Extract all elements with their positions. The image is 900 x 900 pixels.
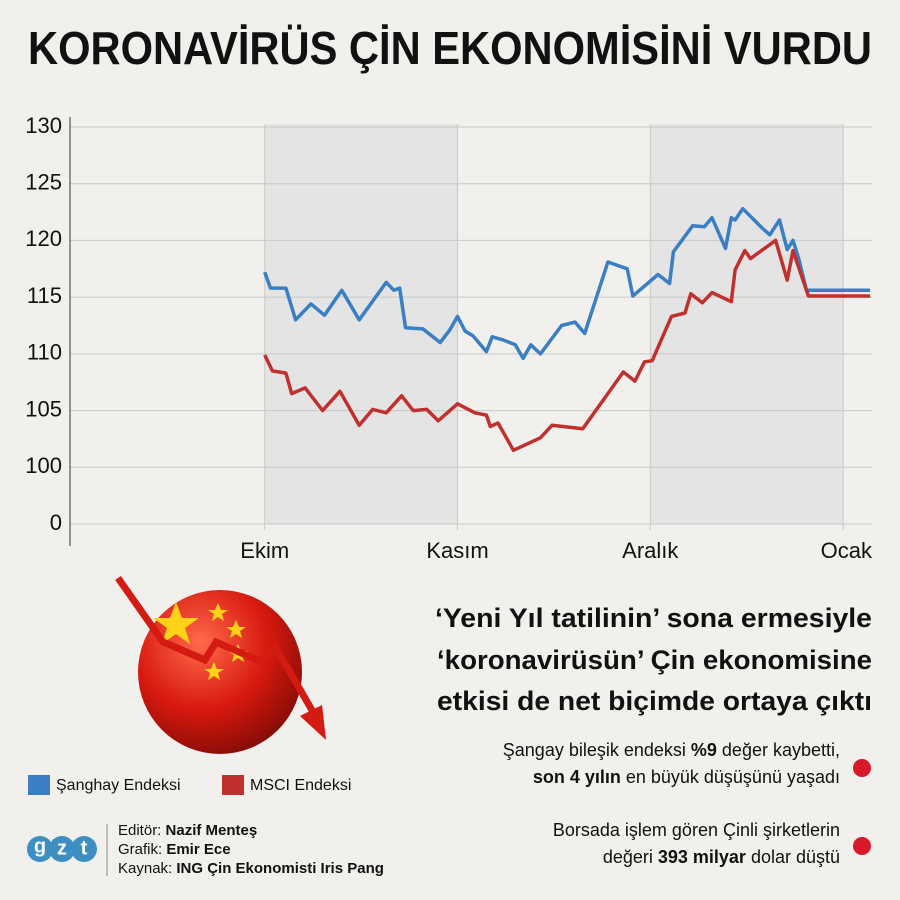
text: 393 milyar (658, 847, 746, 867)
logo-letter: t (81, 837, 88, 859)
text: son 4 yılın (533, 767, 621, 787)
logo-letter: g (34, 835, 46, 857)
text: Şangay bileşik endeksi (503, 740, 691, 760)
text: Nazif Menteş (166, 822, 258, 839)
headline-line: etkisi de net biçimde ortaya çıktı (437, 686, 872, 716)
credit: Kaynak: ING Çin Ekonomisti Iris Pang (118, 860, 384, 877)
text: ING Çin Ekonomisti Iris Pang (176, 860, 384, 877)
bullet-dot (853, 837, 871, 855)
text: en büyük düşüşünü yaşadı (621, 767, 840, 787)
text: Borsada işlem gören Çinli şirketlerin (553, 820, 840, 840)
legend-label: Şanghay Endeksi (56, 777, 181, 794)
bullet-line: son 4 yılın en büyük düşüşünü yaşadı (533, 767, 840, 787)
logo-letter: z (57, 837, 67, 859)
text: Kaynak: (118, 860, 176, 877)
y-tick-label: 125 (25, 170, 62, 195)
text: dolar düştü (746, 847, 840, 867)
bullet-line: Borsada işlem gören Çinli şirketlerin (553, 820, 840, 840)
series-line (263, 206, 871, 361)
globe-illustration (115, 575, 326, 754)
x-tick-label: Kasım (426, 538, 488, 563)
bullets: Şangay bileşik endeksi %9 değer kaybetti… (503, 740, 871, 867)
legend-label: MSCI Endeksi (250, 777, 351, 794)
bullet-line: Şangay bileşik endeksi %9 değer kaybetti… (503, 740, 840, 760)
credits: Editör: Nazif Menteş Grafik: Emir Ece Ka… (118, 822, 384, 877)
bullet-dot (853, 759, 871, 777)
x-tick-label: Aralık (622, 538, 679, 563)
legend-swatch (28, 775, 50, 795)
title: KORONAVİRÜS ÇİN EKONOMİSİNİ VURDU (28, 22, 872, 74)
y-tick-label: 110 (27, 340, 62, 365)
text: değer kaybetti, (717, 740, 840, 760)
legend: Şanghay Endeksi MSCI Endeksi (28, 775, 351, 795)
y-tick-label: 120 (25, 226, 62, 251)
x-tick-label: Ocak (821, 538, 873, 563)
credit: Grafik: Emir Ece (118, 841, 231, 858)
bullet-line: değeri 393 milyar dolar düştü (603, 847, 840, 867)
legend-swatch (222, 775, 244, 795)
x-tick-label: Ekim (240, 538, 289, 563)
y-tick-label: 100 (25, 453, 62, 478)
y-tick-label: 105 (25, 396, 62, 421)
month-band (264, 124, 458, 524)
y-tick-label: 115 (27, 283, 62, 308)
text: %9 (691, 740, 717, 760)
month-band (650, 124, 844, 524)
text: Emir Ece (166, 841, 230, 858)
logo: g z t (27, 835, 97, 862)
series-line (263, 238, 871, 453)
headline: ‘Yeni Yıl tatilinin’ sona ermesiyle ‘kor… (435, 603, 872, 716)
text: değeri (603, 847, 658, 867)
plot: 0 100 105 110 115 120 125 130 Ekim Kasım Aralık Oca… (25, 113, 873, 563)
headline-line: ‘Yeni Yıl tatilinin’ sona ermesiyle (435, 603, 872, 633)
credit: Editör: Nazif Menteş (118, 822, 257, 839)
text: Editör: (118, 822, 166, 839)
text: Grafik: (118, 841, 166, 858)
y-tick-label: 0 (50, 510, 62, 535)
headline-line: ‘koronavirüsün’ Çin ekonomisine (437, 645, 872, 675)
y-tick-label: 130 (25, 113, 62, 138)
